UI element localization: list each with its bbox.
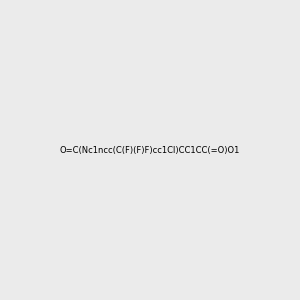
Text: O=C(Nc1ncc(C(F)(F)F)cc1Cl)CC1CC(=O)O1: O=C(Nc1ncc(C(F)(F)F)cc1Cl)CC1CC(=O)O1 — [60, 146, 240, 154]
